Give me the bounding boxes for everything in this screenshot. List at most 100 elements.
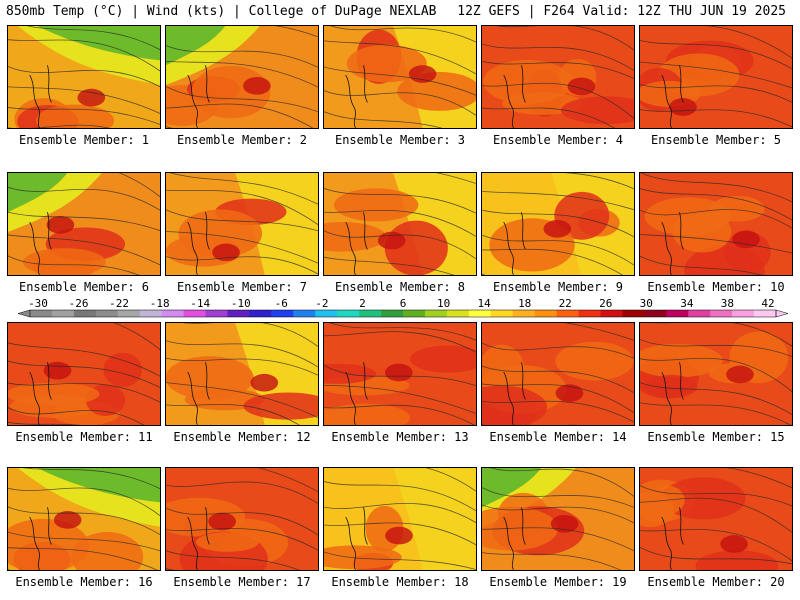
- ensemble-member-label: Ensemble Member: 9: [492, 280, 624, 294]
- ensemble-member-label: Ensemble Member: 17: [173, 575, 311, 589]
- temperature-field: [482, 468, 634, 570]
- colorbar-swatch: [139, 310, 162, 317]
- colorbar-swatch: [30, 310, 53, 317]
- ensemble-member-map: [165, 25, 319, 129]
- colorbar-swatch: [73, 310, 97, 317]
- ensemble-member-map: [323, 467, 477, 571]
- colorbar-swatch: [490, 310, 513, 317]
- ensemble-member-map: [7, 172, 161, 276]
- ensemble-member-label: Ensemble Member: 16: [15, 575, 153, 589]
- ensemble-member-map: [323, 322, 477, 426]
- temperature-colorbar: -30 -26 -22 -18 -14 -10 -6 -2 2 6 10 14 18 22 26 30 34 38…: [18, 297, 788, 318]
- colorbar-swatch: [578, 310, 601, 317]
- temperature-field: [640, 26, 792, 128]
- colorbar-swatch: [293, 310, 316, 317]
- ensemble-member-map: [639, 322, 793, 426]
- temperature-field: [166, 173, 318, 275]
- temperature-field: [166, 468, 318, 570]
- temperature-field: [166, 323, 318, 425]
- ensemble-member-map: [481, 322, 635, 426]
- colorbar-swatch: [227, 310, 250, 317]
- colorbar-swatch: [249, 310, 272, 317]
- temperature-field: [640, 323, 792, 425]
- ensemble-member-label: Ensemble Member: 1: [18, 133, 150, 147]
- colorbar-swatch: [512, 310, 535, 317]
- temperature-field: [482, 173, 634, 275]
- colorbar-swatch: [51, 310, 75, 317]
- ensemble-member-label: Ensemble Member: 15: [647, 430, 785, 444]
- colorbar-swatch: [666, 310, 689, 317]
- colorbar-tick-label: -18: [150, 297, 170, 310]
- colorbar-swatch: [622, 310, 645, 317]
- ensemble-member-label: Ensemble Member: 19: [489, 575, 627, 589]
- colorbar-tick-label: 6: [400, 297, 407, 310]
- temperature-field: [166, 26, 318, 128]
- ensemble-member-label: Ensemble Member: 14: [489, 430, 627, 444]
- ensemble-member-label: Ensemble Member: 3: [334, 133, 466, 147]
- colorbar-swatch: [381, 310, 404, 317]
- colorbar-tick-label: -6: [275, 297, 288, 310]
- colorbar-tick-label: -22: [109, 297, 129, 310]
- product-title: 850mb Temp (°C) | Wind (kts) | College o…: [6, 4, 437, 19]
- colorbar-swatch: [468, 310, 492, 317]
- ensemble-member-label: Ensemble Member: 10: [647, 280, 785, 294]
- colorbar-swatch: [556, 310, 579, 317]
- colorbar-tick-label: 14: [477, 297, 491, 310]
- temperature-field: [482, 323, 634, 425]
- colorbar-tick-label: 2: [359, 297, 366, 310]
- ensemble-member-map: [7, 25, 161, 129]
- colorbar-swatch: [754, 310, 777, 317]
- colorbar-tick-label: -14: [190, 297, 210, 310]
- ensemble-member-map: [639, 172, 793, 276]
- ensemble-member-map: [481, 25, 635, 129]
- temperature-field: [324, 173, 476, 275]
- colorbar-tick-label: -2: [315, 297, 328, 310]
- colorbar-tick-label: -26: [69, 297, 89, 310]
- colorbar-swatch: [446, 310, 470, 317]
- colorbar-swatch: [95, 310, 119, 317]
- ensemble-member-label: Ensemble Member: 18: [331, 575, 469, 589]
- model-valid-time: 12Z GEFS | F264 Valid: 12Z THU JUN 19 20…: [457, 4, 786, 19]
- colorbar-tick-label: 10: [437, 297, 450, 310]
- colorbar-tick-label: 38: [721, 297, 734, 310]
- ensemble-member-label: Ensemble Member: 6: [18, 280, 150, 294]
- colorbar-swatch: [161, 310, 184, 317]
- temperature-field: [324, 468, 476, 570]
- ensemble-member-map: [323, 172, 477, 276]
- ensemble-member-map: [7, 467, 161, 571]
- ensemble-member-map: [639, 467, 793, 571]
- ensemble-member-map: [165, 467, 319, 571]
- colorbar-swatch: [117, 310, 140, 317]
- temperature-field: [324, 323, 476, 425]
- temperature-field: [640, 173, 792, 275]
- colorbar-max-arrow: [775, 309, 788, 318]
- colorbar-swatch: [337, 310, 360, 317]
- ensemble-member-map: [7, 322, 161, 426]
- ensemble-member-label: Ensemble Member: 4: [492, 133, 624, 147]
- ensemble-member-label: Ensemble Member: 12: [173, 430, 311, 444]
- temperature-field: [8, 468, 160, 570]
- colorbar-swatch: [271, 310, 294, 317]
- colorbar-swatch: [183, 310, 206, 317]
- colorbar-swatch: [403, 310, 426, 317]
- colorbar-swatch: [710, 310, 733, 317]
- temperature-field: [8, 323, 160, 425]
- colorbar-swatch: [205, 310, 228, 317]
- temperature-field: [640, 468, 792, 570]
- colorbar-tick-label: 26: [599, 297, 612, 310]
- colorbar-tick-label: 42: [761, 297, 774, 310]
- colorbar-tick-label: -10: [231, 297, 251, 310]
- colorbar-swatch: [688, 310, 711, 317]
- colorbar-tick-label: 34: [680, 297, 694, 310]
- ensemble-member-label: Ensemble Member: 5: [650, 133, 782, 147]
- ensemble-member-map: [481, 467, 635, 571]
- colorbar-swatch: [600, 310, 623, 317]
- colorbar-swatch: [732, 310, 755, 317]
- ensemble-member-map: [165, 322, 319, 426]
- ensemble-member-label: Ensemble Member: 8: [334, 280, 466, 294]
- ensemble-member-label: Ensemble Member: 2: [176, 133, 308, 147]
- ensemble-member-map: [165, 172, 319, 276]
- ensemble-member-label: Ensemble Member: 13: [331, 430, 469, 444]
- ensemble-member-label: Ensemble Member: 11: [15, 430, 153, 444]
- ensemble-member-map: [323, 25, 477, 129]
